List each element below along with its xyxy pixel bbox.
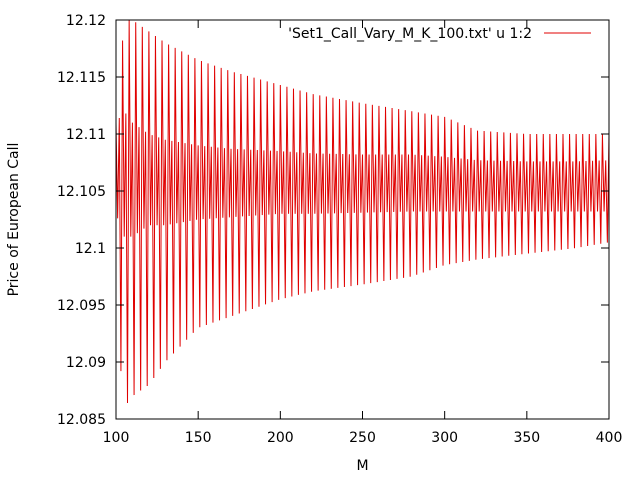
data-layer [115,19,610,404]
x-axis-label: M [356,458,368,474]
y-tick-label: 12.105 [57,184,106,200]
x-tick-label: 350 [513,430,540,446]
x-tick-label: 100 [103,430,130,446]
y-axis-label: Price of European Call [6,143,22,297]
x-tick-label: 300 [431,430,458,446]
series-line [115,19,610,404]
y-tick-label: 12.085 [57,412,106,428]
y-tick-label: 12.09 [66,355,106,371]
y-tick-label: 12.1 [75,241,106,257]
legend-label: 'Set1_Call_Vary_M_K_100.txt' u 1:2 [288,26,532,42]
legend: 'Set1_Call_Vary_M_K_100.txt' u 1:2 [288,26,591,42]
x-tick-label: 200 [267,430,294,446]
x-tick-label: 400 [596,430,623,446]
x-tick-label: 150 [185,430,212,446]
ticks-layer: 100 150 200 250 300 350 400 12.085 12.09 12.095 12… [57,13,622,446]
y-tick-label: 12.11 [66,127,106,143]
y-tick-label: 12.12 [66,13,106,29]
x-tick-label: 250 [349,430,376,446]
y-tick-label: 12.095 [57,298,106,314]
y-tick-label: 12.115 [57,70,106,86]
